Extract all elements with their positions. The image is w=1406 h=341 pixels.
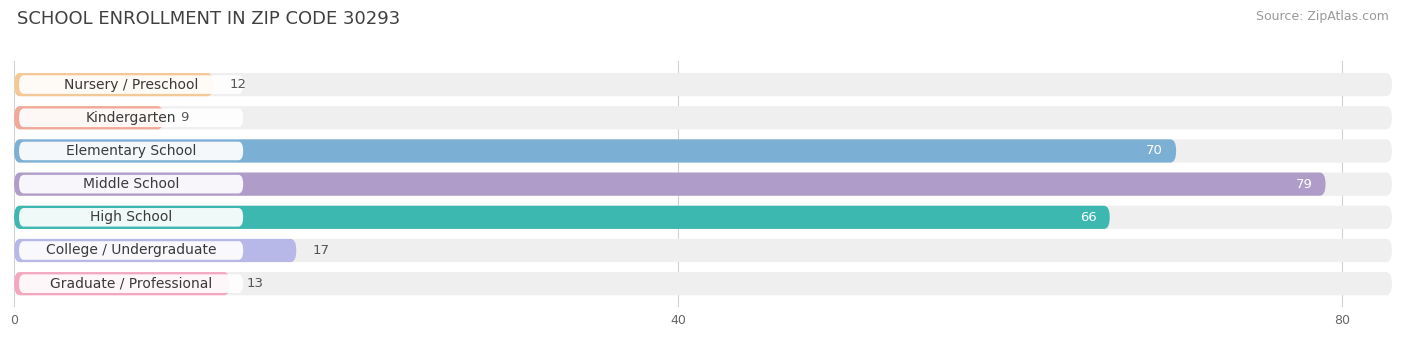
Text: 9: 9 xyxy=(180,111,188,124)
FancyBboxPatch shape xyxy=(14,272,229,295)
Text: 12: 12 xyxy=(229,78,247,91)
FancyBboxPatch shape xyxy=(14,106,163,129)
Text: High School: High School xyxy=(90,210,172,224)
Text: Kindergarten: Kindergarten xyxy=(86,111,176,125)
FancyBboxPatch shape xyxy=(20,75,243,94)
FancyBboxPatch shape xyxy=(20,175,243,193)
FancyBboxPatch shape xyxy=(14,173,1326,196)
FancyBboxPatch shape xyxy=(14,73,214,96)
FancyBboxPatch shape xyxy=(20,108,243,127)
FancyBboxPatch shape xyxy=(14,239,1392,262)
FancyBboxPatch shape xyxy=(14,106,1392,129)
Text: Elementary School: Elementary School xyxy=(66,144,197,158)
Text: 79: 79 xyxy=(1295,178,1312,191)
Text: Middle School: Middle School xyxy=(83,177,180,191)
FancyBboxPatch shape xyxy=(14,239,297,262)
Text: 13: 13 xyxy=(246,277,263,290)
FancyBboxPatch shape xyxy=(20,142,243,160)
Text: 66: 66 xyxy=(1080,211,1097,224)
FancyBboxPatch shape xyxy=(20,241,243,260)
FancyBboxPatch shape xyxy=(14,139,1392,163)
FancyBboxPatch shape xyxy=(14,206,1392,229)
FancyBboxPatch shape xyxy=(14,272,1392,295)
Text: 17: 17 xyxy=(314,244,330,257)
FancyBboxPatch shape xyxy=(14,173,1392,196)
Text: Source: ZipAtlas.com: Source: ZipAtlas.com xyxy=(1256,10,1389,23)
FancyBboxPatch shape xyxy=(14,139,1177,163)
Text: Nursery / Preschool: Nursery / Preschool xyxy=(63,78,198,92)
FancyBboxPatch shape xyxy=(14,73,1392,96)
FancyBboxPatch shape xyxy=(14,206,1109,229)
Text: Graduate / Professional: Graduate / Professional xyxy=(51,277,212,291)
Text: College / Undergraduate: College / Undergraduate xyxy=(46,243,217,257)
FancyBboxPatch shape xyxy=(20,275,243,293)
Text: SCHOOL ENROLLMENT IN ZIP CODE 30293: SCHOOL ENROLLMENT IN ZIP CODE 30293 xyxy=(17,10,401,28)
Text: 70: 70 xyxy=(1146,145,1163,158)
FancyBboxPatch shape xyxy=(20,208,243,227)
